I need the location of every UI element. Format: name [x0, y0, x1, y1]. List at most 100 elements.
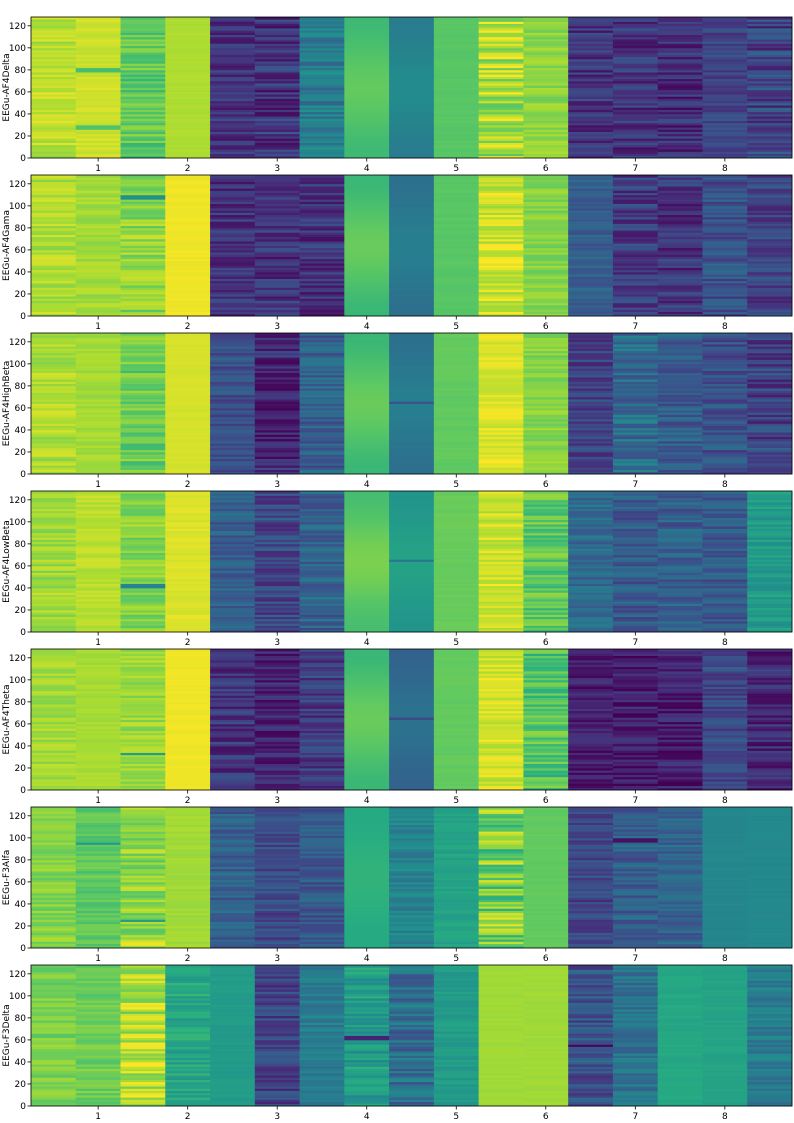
heatmap-cell [165, 276, 211, 279]
heatmap-cell [478, 175, 524, 178]
heatmap-cell [254, 508, 300, 512]
heatmap-cell [299, 43, 345, 47]
heatmap-cell [254, 710, 300, 714]
heatmap-cell [75, 311, 121, 315]
heatmap-cell [344, 421, 390, 424]
heatmap-cell [165, 28, 211, 31]
heatmap-cell [747, 183, 793, 187]
heatmap-cell [568, 341, 614, 345]
heatmap-cell [433, 190, 480, 194]
heatmap-cell [523, 278, 569, 282]
heatmap-cell [523, 550, 569, 554]
heatmap-cell [120, 499, 166, 503]
heatmap-cell [478, 460, 524, 464]
heatmap-cell [389, 227, 435, 231]
heatmap-cell [254, 612, 300, 615]
heatmap-cell [523, 568, 569, 571]
heatmap-cell [657, 98, 703, 102]
heatmap-cell [31, 131, 77, 135]
heatmap-cell [120, 447, 166, 451]
heatmap-cell [31, 704, 77, 707]
heatmap-cell [120, 267, 166, 271]
heatmap-cell [254, 625, 300, 628]
heatmap-cell [568, 574, 614, 578]
heatmap-column [165, 649, 211, 791]
heatmap-cell [31, 396, 77, 400]
heatmap-cell [210, 265, 256, 268]
heatmap-cell [612, 530, 659, 534]
heatmap-cell [299, 337, 345, 341]
heatmap-cell [31, 572, 77, 576]
heatmap-cell [389, 405, 435, 409]
heatmap-cell [612, 598, 659, 602]
heatmap-cell [75, 715, 121, 718]
heatmap-cell [612, 197, 659, 200]
heatmap-cell [120, 296, 166, 299]
heatmap-cell [389, 30, 435, 33]
heatmap-cell [433, 214, 480, 218]
heatmap-cell [389, 495, 435, 499]
heatmap-cell [344, 344, 390, 347]
heatmap-cell [433, 546, 480, 549]
heatmap-cell [747, 300, 793, 304]
heatmap-cell [523, 138, 569, 141]
heatmap-cell [75, 194, 121, 198]
heatmap-cell [210, 594, 256, 598]
heatmap-cell [702, 592, 748, 595]
heatmap-cell [657, 563, 703, 567]
heatmap-cell [657, 116, 703, 119]
heatmap-cell [120, 153, 166, 157]
heatmap-cell [31, 282, 77, 286]
heatmap-cell [31, 113, 77, 117]
heatmap-cell [75, 585, 121, 589]
heatmap-cell [31, 278, 77, 282]
heatmap-cell [568, 339, 614, 343]
heatmap-cell [165, 352, 211, 356]
heatmap-cell [612, 572, 659, 576]
heatmap-cell [75, 396, 121, 400]
heatmap-cell [31, 684, 77, 687]
heatmap-cell [31, 80, 77, 84]
heatmap-cell [657, 300, 703, 304]
heatmap-cell [523, 247, 569, 251]
heatmap-cell [210, 149, 256, 152]
heatmap-cell [31, 710, 77, 714]
heatmap-cell [210, 732, 256, 736]
heatmap-cell [31, 513, 77, 516]
heatmap-cell [657, 495, 703, 499]
heatmap-cell [210, 368, 256, 371]
heatmap-cell [568, 87, 614, 91]
heatmap-cell [478, 521, 524, 525]
heatmap-cell [210, 596, 256, 600]
heatmap-cell [120, 43, 166, 47]
heatmap-cell [254, 267, 300, 271]
heatmap-cell [612, 96, 659, 99]
heatmap-cell [31, 43, 77, 47]
heatmap-cell [523, 504, 569, 507]
heatmap-cell [747, 339, 793, 343]
heatmap-cell [702, 61, 748, 64]
heatmap-cell [75, 579, 121, 582]
heatmap-cell [523, 513, 569, 516]
heatmap-cell [612, 609, 659, 613]
heatmap-cell [120, 609, 166, 613]
heatmap-cell [702, 225, 748, 229]
heatmap-cell [523, 517, 569, 521]
heatmap-cell [254, 748, 300, 751]
heatmap-cell [612, 513, 659, 516]
heatmap-cell [254, 72, 300, 75]
heatmap-cell [254, 276, 300, 279]
heatmap-cell [657, 91, 703, 95]
heatmap-cell [433, 131, 480, 135]
heatmap-cell [210, 219, 256, 222]
x-tick-label: 7 [632, 638, 638, 648]
heatmap-cell [657, 151, 703, 154]
heatmap-cell [568, 151, 614, 154]
heatmap-cell [299, 186, 345, 189]
heatmap-cell [389, 17, 435, 20]
heatmap-cell [747, 285, 793, 288]
heatmap-cell [75, 770, 121, 773]
heatmap-cell [165, 728, 211, 731]
heatmap-cell [299, 629, 345, 633]
heatmap-cell [31, 153, 77, 157]
